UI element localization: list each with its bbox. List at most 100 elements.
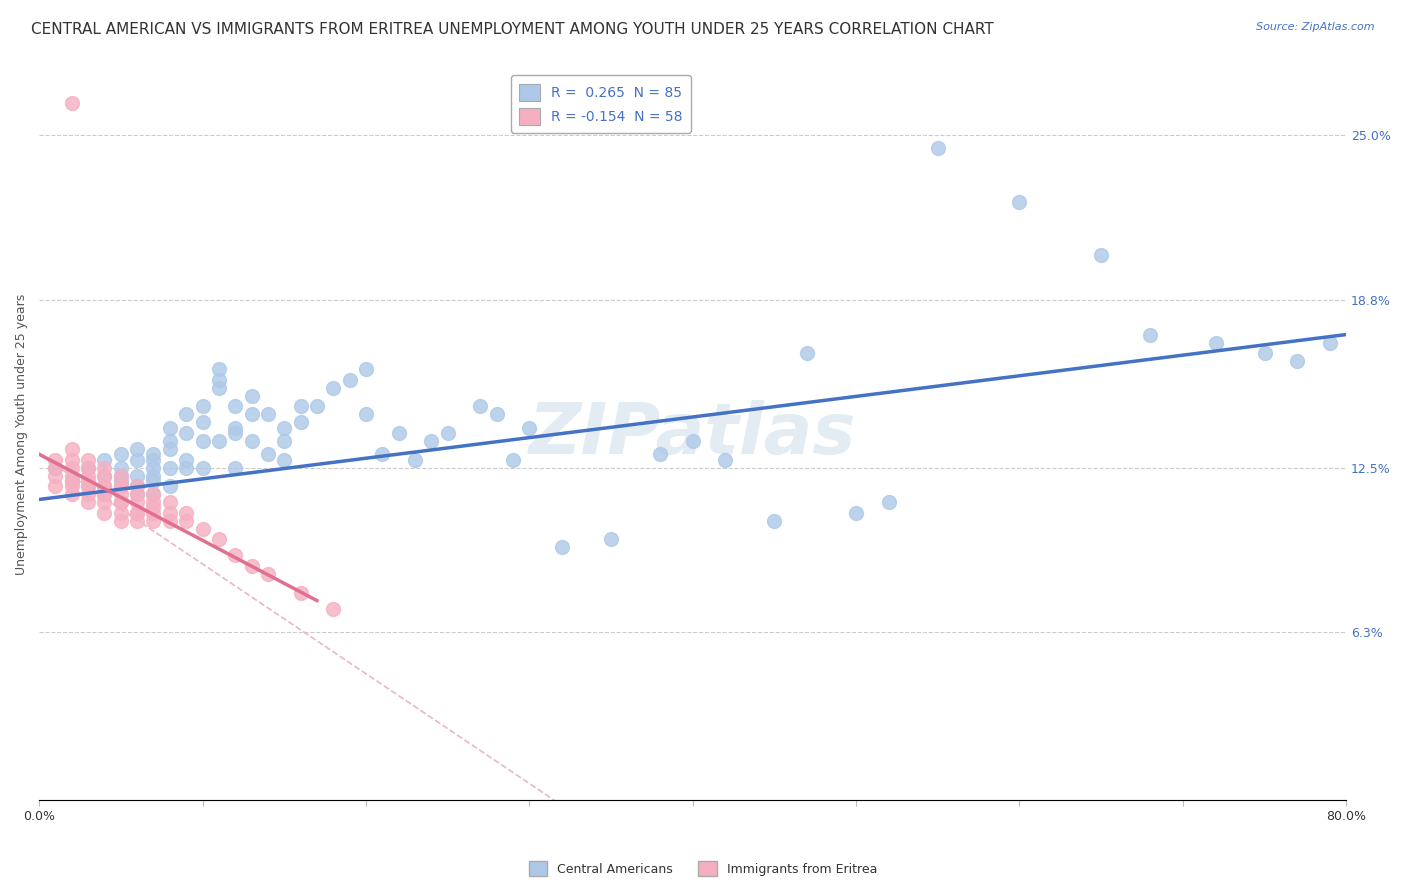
- Point: [93, 487, 115, 501]
- Point: [257, 447, 280, 461]
- Point: [77, 479, 100, 493]
- Point: [142, 487, 165, 501]
- Point: [77, 487, 100, 501]
- Point: [845, 506, 868, 520]
- Point: [93, 506, 115, 520]
- Point: [174, 514, 197, 528]
- Point: [191, 400, 214, 414]
- Point: [1253, 346, 1275, 360]
- Point: [60, 474, 83, 488]
- Point: [174, 506, 197, 520]
- Point: [1205, 335, 1227, 350]
- Point: [60, 96, 83, 111]
- Point: [127, 506, 149, 520]
- Point: [714, 452, 737, 467]
- Point: [208, 362, 231, 376]
- Point: [127, 468, 149, 483]
- Point: [648, 447, 671, 461]
- Point: [93, 487, 115, 501]
- Point: [1319, 335, 1341, 350]
- Point: [93, 479, 115, 493]
- Point: [257, 566, 280, 581]
- Point: [60, 487, 83, 501]
- Point: [322, 601, 344, 615]
- Point: [142, 474, 165, 488]
- Point: [436, 425, 458, 440]
- Point: [159, 495, 181, 509]
- Point: [127, 506, 149, 520]
- Point: [110, 479, 132, 493]
- Point: [404, 452, 426, 467]
- Point: [174, 425, 197, 440]
- Point: [159, 479, 181, 493]
- Point: [682, 434, 704, 448]
- Point: [93, 487, 115, 501]
- Point: [224, 420, 246, 434]
- Point: [77, 495, 100, 509]
- Y-axis label: Unemployment Among Youth under 25 years: Unemployment Among Youth under 25 years: [15, 293, 28, 575]
- Point: [600, 533, 623, 547]
- Point: [110, 514, 132, 528]
- Point: [551, 541, 574, 555]
- Point: [273, 420, 295, 434]
- Point: [77, 479, 100, 493]
- Point: [191, 460, 214, 475]
- Point: [77, 474, 100, 488]
- Point: [927, 141, 949, 155]
- Point: [44, 479, 66, 493]
- Legend: R =  0.265  N = 85, R = -0.154  N = 58: R = 0.265 N = 85, R = -0.154 N = 58: [512, 76, 692, 133]
- Point: [110, 495, 132, 509]
- Point: [110, 495, 132, 509]
- Point: [877, 495, 900, 509]
- Point: [142, 500, 165, 515]
- Point: [127, 479, 149, 493]
- Point: [110, 447, 132, 461]
- Point: [110, 468, 132, 483]
- Point: [517, 420, 540, 434]
- Point: [142, 506, 165, 520]
- Point: [273, 452, 295, 467]
- Point: [127, 487, 149, 501]
- Point: [44, 460, 66, 475]
- Point: [273, 434, 295, 448]
- Point: [142, 514, 165, 528]
- Text: Source: ZipAtlas.com: Source: ZipAtlas.com: [1257, 22, 1375, 32]
- Point: [110, 487, 132, 501]
- Point: [208, 381, 231, 395]
- Point: [142, 460, 165, 475]
- Point: [1286, 354, 1309, 368]
- Point: [371, 447, 394, 461]
- Point: [224, 425, 246, 440]
- Point: [470, 400, 492, 414]
- Point: [763, 514, 786, 528]
- Point: [142, 487, 165, 501]
- Point: [240, 558, 263, 573]
- Point: [93, 495, 115, 509]
- Point: [387, 425, 409, 440]
- Legend: Central Americans, Immigrants from Eritrea: Central Americans, Immigrants from Eritr…: [523, 856, 883, 881]
- Point: [159, 514, 181, 528]
- Point: [60, 442, 83, 456]
- Point: [208, 434, 231, 448]
- Text: CENTRAL AMERICAN VS IMMIGRANTS FROM ERITREA UNEMPLOYMENT AMONG YOUTH UNDER 25 YE: CENTRAL AMERICAN VS IMMIGRANTS FROM ERIT…: [31, 22, 994, 37]
- Point: [208, 533, 231, 547]
- Point: [142, 495, 165, 509]
- Point: [257, 408, 280, 422]
- Point: [485, 408, 508, 422]
- Point: [290, 415, 312, 429]
- Point: [142, 447, 165, 461]
- Text: ZIPatlas: ZIPatlas: [529, 400, 856, 469]
- Point: [224, 400, 246, 414]
- Point: [93, 460, 115, 475]
- Point: [305, 400, 328, 414]
- Point: [127, 487, 149, 501]
- Point: [44, 460, 66, 475]
- Point: [110, 479, 132, 493]
- Point: [77, 468, 100, 483]
- Point: [142, 468, 165, 483]
- Point: [796, 346, 818, 360]
- Point: [159, 460, 181, 475]
- Point: [159, 434, 181, 448]
- Point: [93, 468, 115, 483]
- Point: [93, 452, 115, 467]
